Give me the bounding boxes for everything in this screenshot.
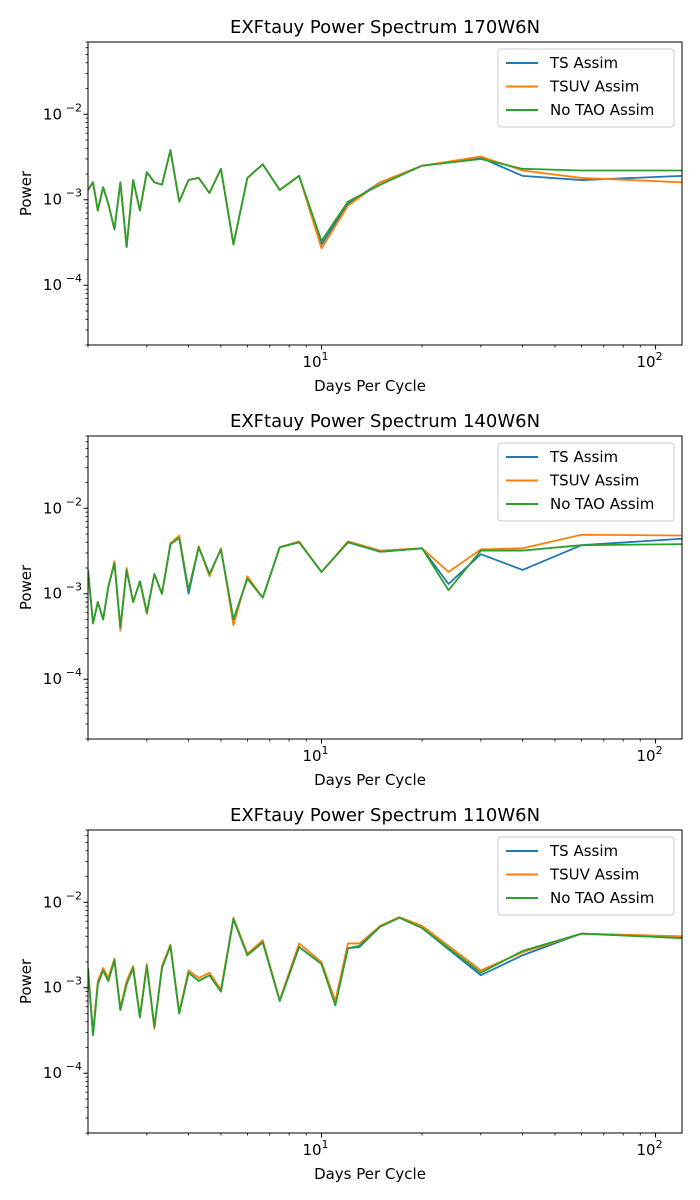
x-tick-label: 101: [302, 744, 328, 765]
series-group: [88, 916, 682, 1036]
x-tick-label: 101: [302, 350, 328, 371]
series-line-no-tao-assim: [88, 537, 682, 629]
y-tick-label-base: 10: [43, 670, 62, 688]
y-tick-label-exp: −4: [66, 1060, 82, 1073]
x-tick-label-exp: 1: [322, 350, 329, 363]
y-tick-label-exp: −2: [66, 101, 82, 114]
y-tick-label: 10 −2: [43, 101, 82, 123]
x-tick-label-base: 10: [637, 353, 656, 371]
legend: TS Assim TSUV Assim No TAO Assim: [497, 48, 675, 128]
y-tick-label-base: 10: [43, 893, 62, 911]
x-tick-label-base: 10: [302, 353, 321, 371]
y-tick-label-exp: −3: [66, 581, 82, 594]
legend-label: TS Assim: [549, 842, 618, 860]
x-axis-label: Days Per Cycle: [314, 1165, 426, 1183]
x-axis-label: Days Per Cycle: [314, 377, 426, 395]
y-axis-label: Power: [17, 170, 35, 216]
x-tick-label-base: 10: [637, 1141, 656, 1159]
chart-title: EXFtauy Power Spectrum 110W6N: [230, 805, 540, 826]
y-tick-label: 10 −4: [43, 1060, 82, 1082]
y-tick-label-exp: −3: [66, 187, 82, 200]
x-tick-label: 102: [637, 1138, 663, 1159]
y-tick-label-exp: −2: [66, 889, 82, 902]
legend-box: [497, 48, 675, 128]
legend-label: No TAO Assim: [550, 495, 654, 513]
y-tick-label-base: 10: [43, 1064, 62, 1082]
x-tick-label-exp: 2: [656, 350, 663, 363]
x-tick-label-exp: 1: [322, 1138, 329, 1151]
x-tick-label-exp: 1: [322, 744, 329, 757]
legend: TS Assim TSUV Assim No TAO Assim: [497, 836, 675, 916]
y-tick-label-exp: −3: [66, 975, 82, 988]
chart-title: EXFtauy Power Spectrum 170W6N: [230, 17, 540, 38]
legend-label: No TAO Assim: [550, 889, 654, 907]
x-tick-label-exp: 2: [656, 744, 663, 757]
plot-frame: [87, 829, 683, 1134]
y-axis-label: Power: [17, 564, 35, 610]
x-tick-label: 101: [302, 1138, 328, 1159]
y-tick-label-base: 10: [43, 499, 62, 517]
legend-label: TSUV Assim: [549, 78, 639, 96]
series-group: [88, 149, 682, 250]
y-axis-label: Power: [17, 958, 35, 1004]
y-tick-label-base: 10: [43, 585, 62, 603]
y-tick-label-exp: −2: [66, 495, 82, 508]
plot-frame: [87, 435, 683, 740]
legend-label: TSUV Assim: [549, 472, 639, 490]
chart-title: EXFtauy Power Spectrum 140W6N: [230, 411, 540, 432]
y-tick-label-base: 10: [43, 105, 62, 123]
series-line-no-tao-assim: [88, 149, 682, 248]
x-axis-label: Days Per Cycle: [314, 771, 426, 789]
y-tick-label-exp: −4: [66, 272, 82, 285]
series-line-tsuv-assim: [88, 533, 682, 632]
y-tick-label-exp: −4: [66, 666, 82, 679]
y-tick-label-base: 10: [43, 191, 62, 209]
legend-label: TSUV Assim: [549, 866, 639, 884]
legend-label: TS Assim: [549, 448, 618, 466]
y-tick-label: 10 −4: [43, 666, 82, 688]
legend-label: No TAO Assim: [550, 101, 654, 119]
plot-frame: [87, 41, 683, 346]
x-tick-label-base: 10: [302, 747, 321, 765]
legend: TS Assim TSUV Assim No TAO Assim: [497, 442, 675, 522]
legend-box: [497, 442, 675, 522]
x-tick-label: 102: [637, 350, 663, 371]
series-line-ts-assim: [88, 149, 682, 248]
x-tick-label-base: 10: [302, 1141, 321, 1159]
y-tick-label: 10 −2: [43, 889, 82, 911]
y-tick-label: 10 −2: [43, 495, 82, 517]
y-tick-label-base: 10: [43, 979, 62, 997]
legend-label: TS Assim: [549, 54, 618, 72]
series-line-no-tao-assim: [88, 916, 682, 1036]
y-tick-label: 10 −4: [43, 272, 82, 294]
legend-box: [497, 836, 675, 916]
x-tick-label-exp: 2: [656, 1138, 663, 1151]
series-line-tsuv-assim: [88, 149, 682, 250]
y-tick-label: 10 −3: [43, 581, 82, 603]
y-tick-label: 10 −3: [43, 975, 82, 997]
series-line-ts-assim: [88, 916, 682, 1036]
y-tick-label-base: 10: [43, 276, 62, 294]
y-tick-label: 10 −3: [43, 187, 82, 209]
x-tick-label-base: 10: [637, 747, 656, 765]
series-group: [88, 533, 682, 632]
x-tick-label: 102: [637, 744, 663, 765]
